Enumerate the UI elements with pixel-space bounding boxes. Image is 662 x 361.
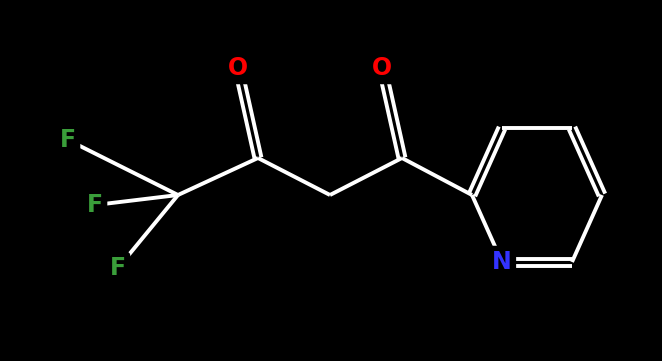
Text: F: F [60,128,76,152]
Text: O: O [228,56,248,80]
Text: N: N [492,250,512,274]
Text: F: F [110,256,126,280]
Text: O: O [372,56,392,80]
Text: F: F [87,193,103,217]
